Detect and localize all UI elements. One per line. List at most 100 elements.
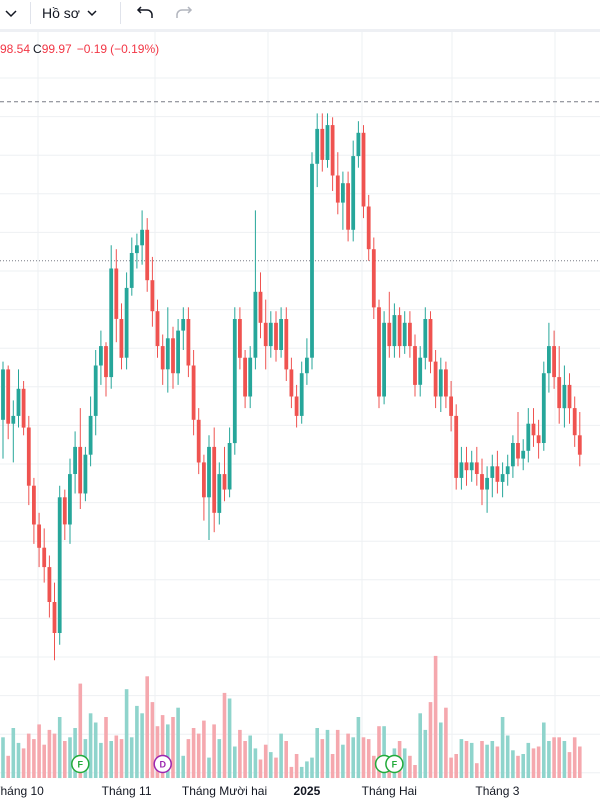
candle-body	[212, 446, 217, 513]
candle	[42, 528, 47, 583]
candle-body	[32, 485, 36, 525]
dividend-event-marker[interactable]: D	[153, 754, 172, 774]
volume-bar	[88, 713, 93, 779]
candle	[356, 121, 361, 168]
volume-bar	[531, 748, 536, 778]
candle	[129, 237, 134, 296]
candle-body	[474, 462, 479, 474]
candle	[140, 210, 144, 265]
candle	[253, 210, 258, 370]
volume-bar	[526, 742, 531, 778]
candle-body	[253, 291, 258, 358]
candle-body	[371, 249, 376, 308]
volume-bar	[135, 705, 139, 779]
candle-body	[361, 132, 366, 207]
ohlc-change-percent: (−0.19%)	[110, 42, 160, 56]
candle	[207, 435, 211, 540]
candle	[485, 466, 489, 513]
candle	[155, 299, 160, 358]
candle-body	[99, 346, 103, 366]
candle	[217, 462, 222, 525]
candle-body	[521, 450, 526, 459]
candle-body	[52, 602, 57, 633]
candle-body	[392, 315, 397, 347]
candle-body	[444, 369, 448, 397]
volume-bar	[428, 702, 433, 778]
volume-bar	[330, 754, 335, 779]
volume-bar	[171, 717, 175, 779]
candle-body	[150, 280, 155, 312]
candle-body	[485, 477, 489, 490]
volume-bar	[366, 739, 371, 778]
candle	[160, 334, 165, 385]
ohlc-close-value: 99.97	[41, 42, 72, 56]
volume-bar	[104, 717, 108, 779]
volume-bar	[155, 726, 160, 778]
candle	[387, 291, 392, 358]
candle	[202, 454, 206, 521]
volume-bar	[63, 741, 67, 778]
time-axis: Tháng 10 Tháng 11 Tháng Mười hai 2025 Tháng …	[0, 784, 520, 798]
volume-bar	[454, 754, 458, 779]
toolbar-divider	[120, 2, 121, 24]
volume-bar	[495, 746, 500, 778]
chevron-down-icon[interactable]	[4, 4, 18, 22]
candle-body	[464, 462, 469, 471]
candle	[320, 113, 325, 172]
volume-bar	[542, 722, 546, 778]
candle-body	[413, 346, 417, 385]
candle-body	[145, 229, 150, 281]
candle	[26, 415, 31, 506]
candle	[480, 458, 484, 506]
candle-body	[37, 524, 41, 548]
volume-bar	[315, 728, 319, 778]
candle-body	[325, 125, 330, 160]
earnings-event-marker[interactable]: F	[385, 754, 404, 774]
volume-bar	[320, 739, 325, 778]
candle	[577, 412, 582, 467]
undo-icon[interactable]	[136, 3, 154, 21]
candle-body	[341, 183, 345, 203]
earnings-event-marker[interactable]: F	[71, 754, 90, 774]
candle-body	[73, 446, 77, 474]
volume-bar	[377, 726, 381, 778]
candle	[114, 249, 119, 343]
candle	[408, 311, 412, 358]
candle-body	[382, 322, 386, 397]
candle	[397, 307, 402, 358]
candle	[433, 350, 438, 409]
candle-body	[284, 319, 289, 370]
volume-bar	[263, 744, 268, 778]
candle	[68, 458, 72, 544]
candle-body	[109, 268, 114, 378]
candle	[232, 307, 237, 455]
volume-bar	[402, 748, 407, 778]
volume-bar	[78, 683, 83, 778]
candle-body	[263, 322, 268, 347]
volume-bar	[500, 717, 505, 779]
volume-bar	[124, 689, 129, 778]
candle	[11, 400, 16, 463]
volume-bar	[562, 741, 567, 778]
candle-body	[567, 384, 572, 409]
candle-body	[165, 338, 170, 370]
candle-body	[202, 462, 206, 498]
redo-icon[interactable]	[175, 3, 193, 21]
event-marker-circle	[385, 754, 404, 774]
candle	[150, 256, 155, 327]
candle	[258, 272, 263, 339]
candle	[248, 346, 253, 409]
candle-body	[418, 357, 423, 385]
candle-body	[26, 427, 31, 486]
candle	[109, 245, 114, 389]
candle	[32, 477, 36, 544]
volume-bar	[32, 739, 36, 778]
profile-menu-button[interactable]: Hồ sơ	[42, 2, 98, 24]
candle	[135, 233, 139, 269]
volume-bar	[207, 757, 211, 778]
candle	[47, 555, 52, 618]
candle-body	[299, 373, 304, 416]
candle-body	[408, 322, 412, 347]
